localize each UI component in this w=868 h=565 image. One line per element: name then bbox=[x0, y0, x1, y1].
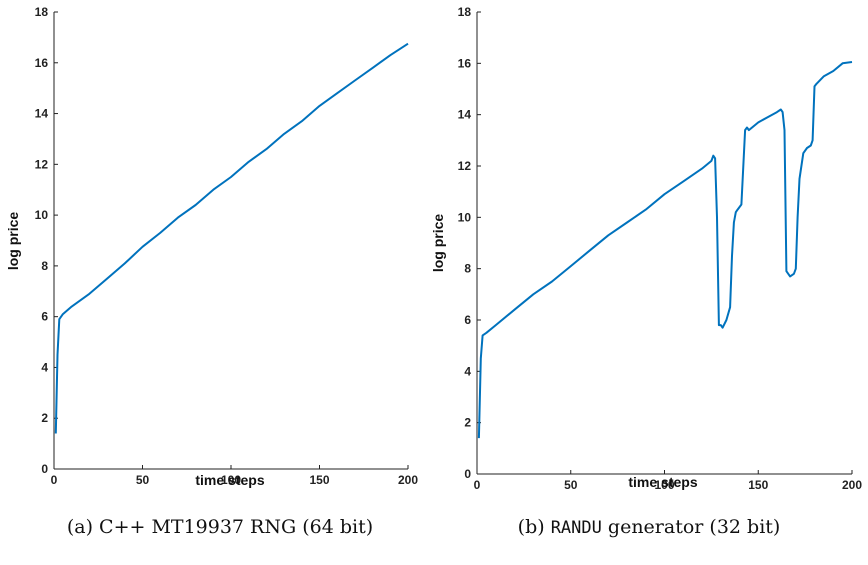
panel-b-caption-suffix: generator (32 bit) bbox=[602, 516, 780, 538]
panel-b-caption-code: RANDU bbox=[551, 518, 602, 538]
panel-a-plot-area: 0 2 4 6 8 10 12 14 16 18 0 50 100 150 200 bbox=[35, 5, 419, 487]
panel-a-ytick-label: 10 bbox=[35, 208, 49, 222]
panel-a-ytick-label: 16 bbox=[35, 56, 49, 70]
panel-b-ytick-label: 6 bbox=[464, 313, 471, 327]
panel-a-ytick-label: 0 bbox=[41, 462, 48, 476]
panel-b-ytick-label: 4 bbox=[464, 364, 471, 378]
panel-a-ytick-label: 18 bbox=[35, 5, 49, 19]
panel-a-ytick-label: 4 bbox=[41, 360, 48, 374]
panel-b-ytick-label: 14 bbox=[458, 108, 472, 122]
panel-b-ytick-label: 16 bbox=[458, 56, 472, 70]
panel-b-xtick-label: 50 bbox=[564, 478, 578, 492]
panel-b-ytick-label: 0 bbox=[464, 467, 471, 481]
panel-b-caption: (b) RANDU generator (32 bit) bbox=[518, 516, 781, 538]
panel-b-ytick-label: 10 bbox=[458, 210, 472, 224]
panel-a-xtick-label: 200 bbox=[398, 473, 418, 487]
panel-b-ytick-label: 18 bbox=[458, 5, 472, 19]
panel-a-ytick-label: 8 bbox=[41, 259, 48, 273]
panel-a-xtick-label: 50 bbox=[136, 473, 150, 487]
panel-b-xtick-label: 200 bbox=[842, 478, 862, 492]
panel-a-xlabel: time steps bbox=[195, 472, 264, 488]
panel-b-xtick-label: 100 bbox=[654, 478, 674, 492]
panel-a-ytick-label: 6 bbox=[41, 310, 48, 324]
panel-b-randu: 0 2 4 6 8 10 12 14 16 18 0 50 100 150 200 time steps l… bbox=[430, 5, 862, 538]
panel-b-xtick-label: 0 bbox=[474, 478, 481, 492]
panel-a-mt19937: 0 2 4 6 8 10 12 14 16 18 0 50 100 150 200 time steps l… bbox=[5, 5, 418, 538]
panel-a-ylabel: log price bbox=[5, 212, 21, 271]
panel-a-caption: (a) C++ MT19937 RNG (64 bit) bbox=[67, 516, 373, 538]
panel-a-xtick-label: 100 bbox=[221, 473, 241, 487]
panel-b-ytick-label: 8 bbox=[464, 262, 471, 276]
panel-b-ylabel: log price bbox=[430, 214, 446, 273]
panel-b-ytick-label: 12 bbox=[458, 159, 472, 173]
panel-a-xtick-label: 150 bbox=[309, 473, 329, 487]
panel-a-ytick-label: 12 bbox=[35, 157, 49, 171]
panel-a-series-line bbox=[54, 42, 409, 434]
panel-b-caption-prefix: (b) bbox=[518, 516, 551, 538]
panel-b-xtick-label: 150 bbox=[748, 478, 768, 492]
panel-b-xlabel: time steps bbox=[628, 474, 697, 490]
panel-a-ytick-label: 2 bbox=[41, 411, 48, 425]
panel-b-series-line bbox=[477, 61, 853, 439]
panel-a-ytick-label: 14 bbox=[35, 107, 49, 121]
panel-a-xtick-label: 0 bbox=[51, 473, 58, 487]
panel-b-plot-area: 0 2 4 6 8 10 12 14 16 18 0 50 100 150 200 bbox=[458, 5, 863, 492]
panel-b-ytick-label: 2 bbox=[464, 416, 471, 430]
